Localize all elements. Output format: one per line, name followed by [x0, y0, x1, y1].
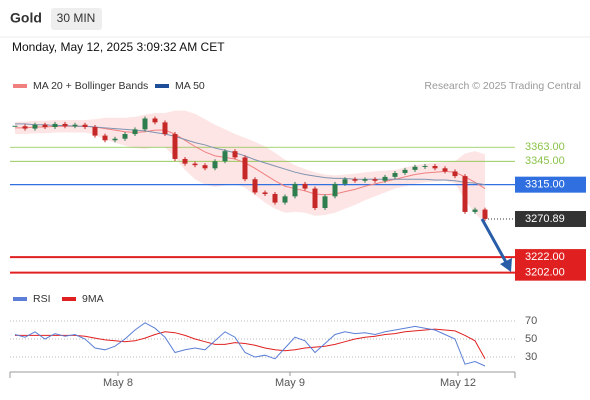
- candle: [202, 165, 208, 169]
- legend-swatch: [155, 84, 169, 88]
- legend-label: 9MA: [82, 293, 104, 305]
- y-tick-label: 70: [525, 315, 537, 327]
- interval-chip[interactable]: [51, 8, 102, 30]
- candle: [232, 151, 238, 158]
- candle: [352, 179, 358, 181]
- candle: [442, 168, 448, 172]
- instrument-title: Gold: [10, 10, 42, 26]
- candle: [182, 158, 188, 164]
- candle: [152, 118, 158, 123]
- candle: [212, 161, 218, 169]
- interval-label[interactable]: 30 MIN: [57, 11, 96, 25]
- candle: [412, 166, 418, 170]
- forecast-arrowhead: [500, 258, 512, 272]
- indicator-line: [15, 328, 486, 360]
- candle: [292, 183, 298, 197]
- level-label: 3363.00: [525, 141, 565, 153]
- candle: [142, 118, 148, 130]
- candle: [102, 135, 108, 141]
- x-tick-label: May 12: [440, 377, 476, 389]
- candle: [82, 124, 88, 128]
- level-label: 3315.00: [525, 179, 565, 191]
- candle: [482, 209, 488, 219]
- candle: [312, 188, 318, 209]
- last-price-label: 3270.89: [525, 213, 565, 225]
- datetime: Monday, May 12, 2025 3:09:32 AM CET: [12, 40, 225, 54]
- candle: [32, 124, 38, 129]
- level-label: 3202.00: [525, 267, 565, 279]
- candle: [62, 123, 68, 127]
- candle: [52, 123, 58, 128]
- candle: [402, 169, 408, 173]
- candle: [132, 129, 138, 135]
- legend-label: MA 50: [175, 80, 205, 92]
- candle: [362, 179, 368, 181]
- credit: Research © 2025 Trading Central: [424, 80, 581, 92]
- candle: [452, 171, 458, 177]
- candle: [262, 192, 268, 195]
- candle: [272, 194, 278, 203]
- candle: [242, 157, 248, 180]
- candle: [252, 179, 258, 193]
- legend-swatch: [13, 297, 27, 301]
- candle: [172, 134, 178, 159]
- y-tick-label: 50: [525, 333, 537, 345]
- legend-label: RSI: [33, 293, 51, 305]
- candle: [92, 127, 98, 136]
- x-tick-label: May 8: [103, 377, 133, 389]
- level-label: 3345.00: [525, 155, 565, 167]
- candle: [432, 165, 438, 169]
- candle: [122, 134, 128, 139]
- candle: [72, 124, 78, 127]
- candle: [392, 172, 398, 177]
- candle: [422, 165, 428, 167]
- candle: [22, 126, 28, 129]
- candle: [222, 151, 228, 162]
- candle: [372, 179, 378, 181]
- ma-line: [15, 123, 486, 186]
- level-box: [515, 249, 586, 266]
- candle: [342, 179, 348, 184]
- bollinger-band: [15, 110, 485, 223]
- forecast-arrow: [480, 218, 509, 265]
- candle: [112, 138, 118, 141]
- candle: [42, 124, 48, 128]
- indicator-line: [14, 322, 486, 367]
- candle: [302, 183, 308, 189]
- y-tick-label: 30: [525, 351, 537, 363]
- candle: [472, 209, 478, 212]
- candle: [192, 163, 198, 166]
- candle: [162, 122, 168, 135]
- candle: [282, 196, 288, 203]
- candle: [462, 176, 468, 212]
- last-price-box: [515, 211, 586, 228]
- legend-label: MA 20 + Bollinger Bands: [33, 80, 148, 92]
- level-label: 3222.00: [525, 251, 565, 263]
- legend-swatch: [13, 84, 27, 88]
- level-box: [515, 176, 586, 193]
- x-tick-label: May 9: [275, 377, 305, 389]
- level-box: [515, 264, 586, 281]
- legend-swatch: [62, 297, 76, 301]
- candle: [332, 183, 338, 197]
- candle: [322, 196, 328, 209]
- candle: [382, 176, 388, 181]
